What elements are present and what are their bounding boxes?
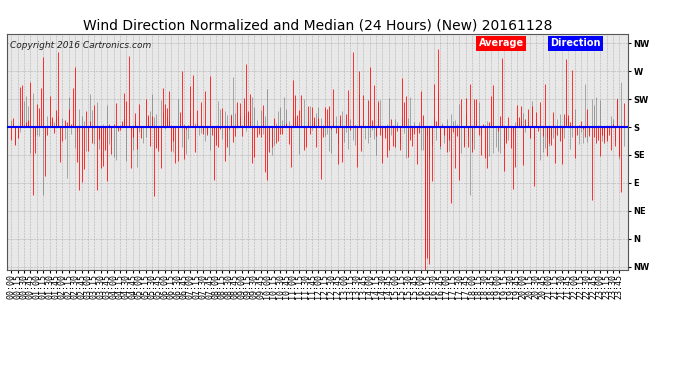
Text: Copyright 2016 Cartronics.com: Copyright 2016 Cartronics.com bbox=[10, 41, 151, 50]
Title: Wind Direction Normalized and Median (24 Hours) (New) 20161128: Wind Direction Normalized and Median (24… bbox=[83, 19, 552, 33]
Text: Average: Average bbox=[479, 39, 524, 48]
Text: Direction: Direction bbox=[551, 39, 601, 48]
